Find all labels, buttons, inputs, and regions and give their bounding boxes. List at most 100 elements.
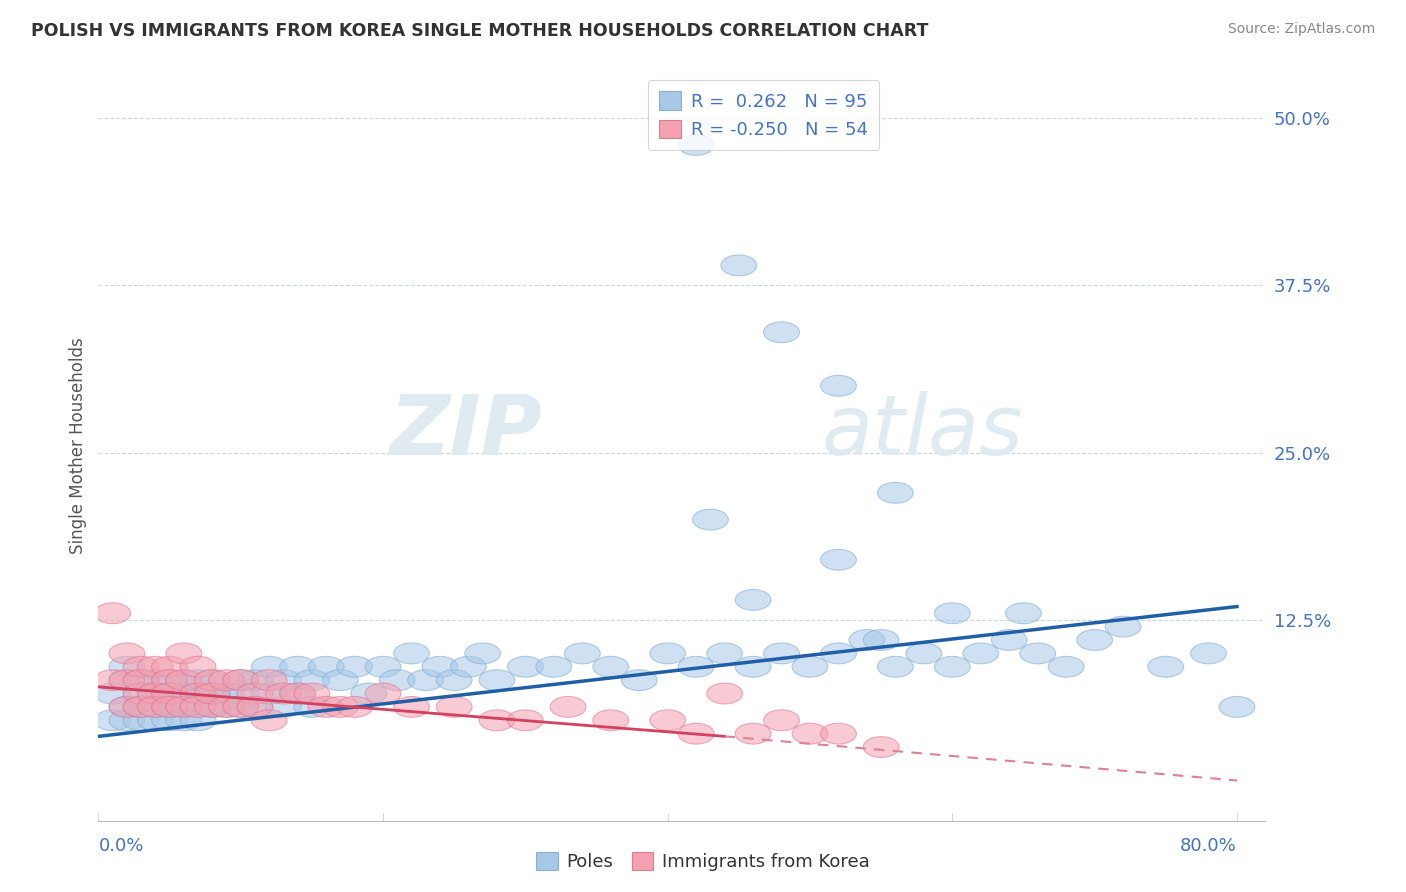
- Ellipse shape: [124, 683, 159, 704]
- Ellipse shape: [166, 643, 201, 664]
- Ellipse shape: [905, 643, 942, 664]
- Ellipse shape: [792, 723, 828, 744]
- Ellipse shape: [194, 670, 231, 690]
- Ellipse shape: [238, 683, 273, 704]
- Ellipse shape: [124, 710, 159, 731]
- Ellipse shape: [394, 643, 429, 664]
- Ellipse shape: [508, 657, 543, 677]
- Ellipse shape: [294, 670, 330, 690]
- Ellipse shape: [707, 683, 742, 704]
- Ellipse shape: [152, 683, 187, 704]
- Ellipse shape: [1219, 697, 1256, 717]
- Ellipse shape: [138, 697, 173, 717]
- Ellipse shape: [194, 697, 231, 717]
- Ellipse shape: [252, 670, 287, 690]
- Ellipse shape: [450, 657, 486, 677]
- Ellipse shape: [238, 670, 273, 690]
- Ellipse shape: [1019, 643, 1056, 664]
- Ellipse shape: [108, 710, 145, 731]
- Ellipse shape: [550, 697, 586, 717]
- Ellipse shape: [222, 697, 259, 717]
- Ellipse shape: [194, 683, 231, 704]
- Text: Source: ZipAtlas.com: Source: ZipAtlas.com: [1227, 22, 1375, 37]
- Ellipse shape: [1077, 630, 1112, 650]
- Ellipse shape: [366, 657, 401, 677]
- Ellipse shape: [124, 697, 159, 717]
- Ellipse shape: [877, 483, 914, 503]
- Ellipse shape: [352, 683, 387, 704]
- Ellipse shape: [721, 255, 756, 276]
- Ellipse shape: [863, 630, 898, 650]
- Ellipse shape: [124, 697, 159, 717]
- Ellipse shape: [138, 683, 173, 704]
- Ellipse shape: [650, 710, 686, 731]
- Ellipse shape: [436, 670, 472, 690]
- Ellipse shape: [336, 657, 373, 677]
- Ellipse shape: [763, 643, 800, 664]
- Ellipse shape: [735, 590, 770, 610]
- Ellipse shape: [152, 670, 187, 690]
- Ellipse shape: [280, 683, 315, 704]
- Ellipse shape: [380, 670, 415, 690]
- Ellipse shape: [436, 697, 472, 717]
- Ellipse shape: [763, 710, 800, 731]
- Ellipse shape: [593, 710, 628, 731]
- Ellipse shape: [124, 697, 159, 717]
- Ellipse shape: [678, 723, 714, 744]
- Ellipse shape: [821, 376, 856, 396]
- Ellipse shape: [138, 697, 173, 717]
- Ellipse shape: [1049, 657, 1084, 677]
- Ellipse shape: [294, 697, 330, 717]
- Text: ZIP: ZIP: [389, 391, 541, 472]
- Ellipse shape: [650, 643, 686, 664]
- Text: 80.0%: 80.0%: [1180, 837, 1237, 855]
- Ellipse shape: [208, 670, 245, 690]
- Ellipse shape: [863, 737, 898, 757]
- Ellipse shape: [180, 657, 217, 677]
- Legend: Poles, Immigrants from Korea: Poles, Immigrants from Korea: [529, 845, 877, 879]
- Ellipse shape: [1105, 616, 1142, 637]
- Ellipse shape: [821, 643, 856, 664]
- Ellipse shape: [564, 643, 600, 664]
- Ellipse shape: [678, 135, 714, 155]
- Ellipse shape: [152, 683, 187, 704]
- Ellipse shape: [138, 670, 173, 690]
- Ellipse shape: [991, 630, 1028, 650]
- Ellipse shape: [422, 657, 458, 677]
- Ellipse shape: [166, 670, 201, 690]
- Ellipse shape: [108, 670, 145, 690]
- Ellipse shape: [1147, 657, 1184, 677]
- Ellipse shape: [138, 683, 173, 704]
- Ellipse shape: [194, 670, 231, 690]
- Ellipse shape: [792, 657, 828, 677]
- Ellipse shape: [152, 697, 187, 717]
- Ellipse shape: [322, 670, 359, 690]
- Ellipse shape: [408, 670, 444, 690]
- Text: POLISH VS IMMIGRANTS FROM KOREA SINGLE MOTHER HOUSEHOLDS CORRELATION CHART: POLISH VS IMMIGRANTS FROM KOREA SINGLE M…: [31, 22, 928, 40]
- Ellipse shape: [208, 697, 245, 717]
- Ellipse shape: [222, 670, 259, 690]
- Ellipse shape: [322, 697, 359, 717]
- Ellipse shape: [222, 683, 259, 704]
- Ellipse shape: [536, 657, 572, 677]
- Ellipse shape: [266, 697, 301, 717]
- Ellipse shape: [280, 657, 315, 677]
- Ellipse shape: [152, 657, 187, 677]
- Ellipse shape: [935, 603, 970, 624]
- Ellipse shape: [124, 683, 159, 704]
- Ellipse shape: [94, 683, 131, 704]
- Ellipse shape: [678, 657, 714, 677]
- Ellipse shape: [238, 697, 273, 717]
- Ellipse shape: [707, 643, 742, 664]
- Text: atlas: atlas: [823, 391, 1024, 472]
- Ellipse shape: [166, 710, 201, 731]
- Ellipse shape: [266, 683, 301, 704]
- Ellipse shape: [252, 710, 287, 731]
- Ellipse shape: [821, 549, 856, 570]
- Ellipse shape: [735, 723, 770, 744]
- Y-axis label: Single Mother Households: Single Mother Households: [69, 338, 87, 554]
- Ellipse shape: [508, 710, 543, 731]
- Ellipse shape: [735, 657, 770, 677]
- Ellipse shape: [152, 670, 187, 690]
- Ellipse shape: [166, 697, 201, 717]
